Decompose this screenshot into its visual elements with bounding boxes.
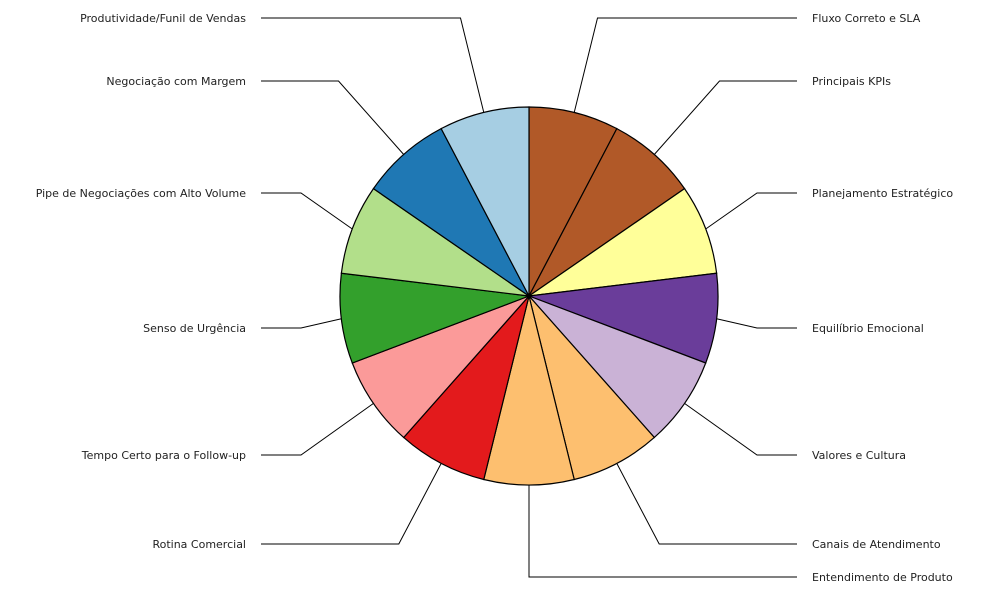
leader-lines xyxy=(261,17,797,578)
slice-label-fluxo-correto-e-sla: Fluxo Correto e SLA xyxy=(812,12,921,25)
pie-slices xyxy=(339,106,719,486)
leader-line-tempo-certo-para-o-follow-up xyxy=(261,402,374,456)
leader-line-equilibrio-emocional xyxy=(716,318,797,329)
leader-line-entendimento-de-produto xyxy=(528,485,797,578)
slice-label-tempo-certo-para-o-follow-up: Tempo Certo para o Follow-up xyxy=(81,449,246,462)
slice-label-rotina-comercial: Rotina Comercial xyxy=(152,538,246,551)
leader-line-canais-de-atendimento xyxy=(616,463,797,545)
slice-labels: Fluxo Correto e SLA Principais KPIs Planej… xyxy=(36,12,954,584)
slice-label-equilibrio-emocional: Equilíbrio Emocional xyxy=(812,322,924,335)
leader-line-rotina-comercial xyxy=(261,463,442,545)
slice-label-pipe-de-negociacoes-com-alto-volume: Pipe de Negociações com Alto Volume xyxy=(36,187,247,200)
leader-line-produtividade-funil-de-vendas xyxy=(261,17,485,113)
slice-label-canais-de-atendimento: Canais de Atendimento xyxy=(812,538,941,551)
slice-label-planejamento-estrategico: Planejamento Estratégico xyxy=(812,187,953,200)
leader-line-negociacao-com-margem xyxy=(261,80,405,155)
slice-label-valores-e-cultura: Valores e Cultura xyxy=(812,449,906,462)
slice-label-entendimento-de-produto: Entendimento de Produto xyxy=(812,571,953,584)
leader-line-valores-e-cultura xyxy=(684,402,797,456)
leader-line-fluxo-correto-e-sla xyxy=(573,17,797,113)
slice-label-principais-kpis: Principais KPIs xyxy=(812,75,891,88)
leader-line-principais-kpis xyxy=(653,80,797,155)
leader-line-planejamento-estrategico xyxy=(705,192,797,230)
leader-line-pipe-de-negociacoes-com-alto-volume xyxy=(261,192,353,230)
slice-label-negociacao-com-margem: Negociação com Margem xyxy=(106,75,246,88)
slice-label-senso-de-urgencia: Senso de Urgência xyxy=(143,322,246,335)
slice-label-produtividade-funil-de-vendas: Produtividade/Funil de Vendas xyxy=(80,12,246,25)
leader-line-senso-de-urgencia xyxy=(261,318,342,329)
